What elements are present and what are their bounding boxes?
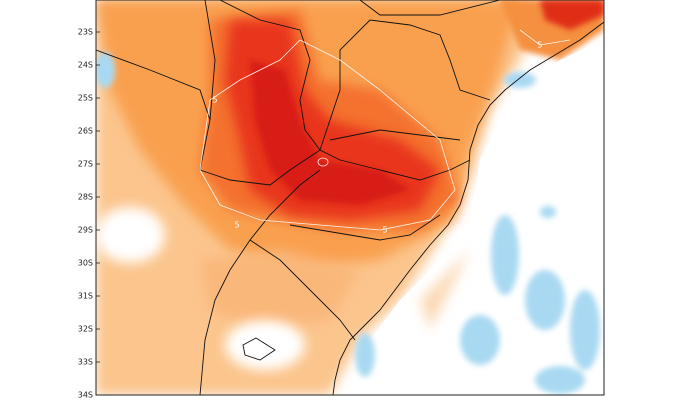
lat-label: 33S <box>78 358 93 367</box>
contour-label: 5 <box>382 226 387 235</box>
lat-label: 31S <box>78 292 93 301</box>
lat-label: 32S <box>78 325 93 334</box>
anomaly-field <box>96 0 604 395</box>
lat-label: 29S <box>78 226 93 235</box>
lat-label: 27S <box>78 160 93 169</box>
lat-label: 30S <box>78 259 93 268</box>
contour-label: 5 <box>234 221 239 230</box>
latitude-axis: 23S 24S 25S 26S 27S 28S 29S 30S 31S 32S 33S 34S <box>78 28 100 400</box>
lat-label: 34S <box>78 391 93 400</box>
lat-label: 23S <box>78 28 93 37</box>
lat-label: 24S <box>78 61 93 70</box>
lat-label: 28S <box>78 193 93 202</box>
map-frame <box>95 0 605 396</box>
contour-label: 5 <box>212 96 217 105</box>
contour-label: 5 <box>537 41 542 50</box>
contour-labels: 5 5 5 5 <box>212 41 542 235</box>
lat-label: 25S <box>78 94 93 103</box>
lat-label: 26S <box>78 127 93 136</box>
